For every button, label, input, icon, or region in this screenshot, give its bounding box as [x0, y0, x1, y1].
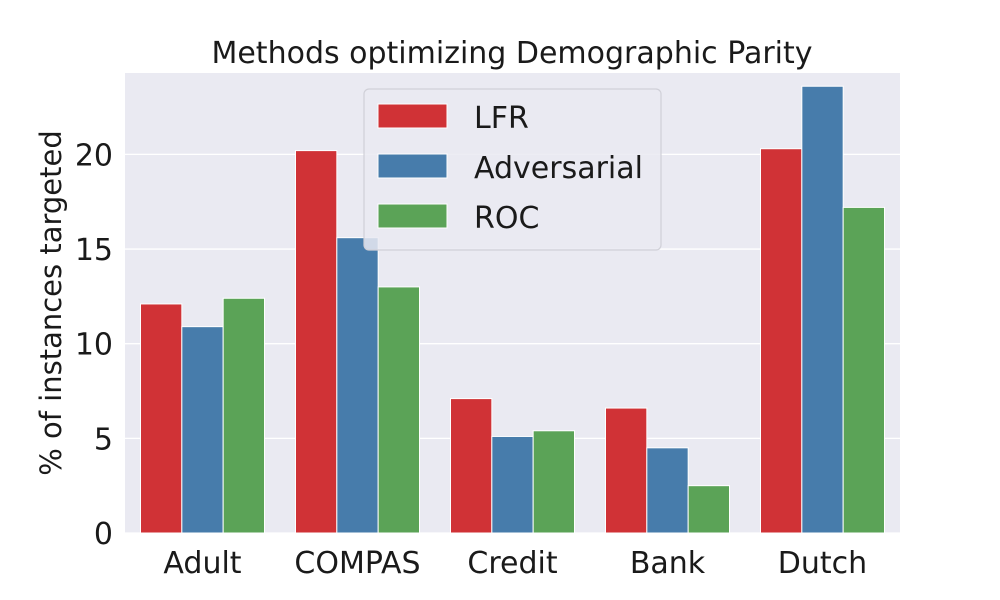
x-tick-label: Credit — [467, 546, 557, 581]
bar-roc-adult — [222, 297, 266, 534]
y-tick-label: 20 — [75, 138, 113, 173]
bar-adversarial-bank — [646, 447, 689, 534]
legend-label: Adversarial — [474, 151, 643, 186]
bar-adversarial-compas — [336, 237, 379, 534]
legend: LFR Adversarial ROC — [363, 88, 662, 251]
bar-lfr-credit — [450, 398, 493, 534]
bar-lfr-adult — [140, 303, 183, 534]
y-tick-label: 0 — [94, 517, 113, 552]
legend-label: LFR — [474, 101, 529, 136]
legend-swatch-lfr — [377, 103, 448, 129]
bar-roc-bank — [687, 485, 731, 534]
x-tick-label: COMPAS — [294, 546, 420, 581]
bar-lfr-compas — [295, 150, 338, 534]
x-tick-label: Adult — [163, 546, 241, 581]
bar-lfr-bank — [605, 407, 648, 534]
legend-swatch-adversarial — [377, 153, 448, 179]
bar-adversarial-adult — [181, 326, 224, 534]
bar-adversarial-dutch — [801, 85, 844, 534]
y-tick-label: 5 — [94, 422, 113, 457]
bar-roc-credit — [532, 430, 576, 534]
y-tick-label: 15 — [75, 233, 113, 268]
bar-roc-compas — [377, 286, 420, 534]
legend-label: ROC — [474, 201, 539, 236]
x-axis-ticks: Adult COMPAS Credit Bank Dutch — [163, 546, 867, 581]
chart-title: Methods optimizing Demographic Parity — [211, 36, 812, 71]
bar-roc-dutch — [842, 206, 886, 534]
x-tick-label: Bank — [630, 546, 706, 581]
bar-lfr-dutch — [760, 148, 803, 534]
y-axis-label: % of instances targeted — [34, 130, 68, 476]
bars — [140, 85, 886, 534]
x-tick-label: Dutch — [778, 546, 867, 581]
bar-adversarial-credit — [491, 435, 534, 534]
legend-swatch-roc — [377, 203, 448, 229]
y-tick-label: 10 — [75, 328, 113, 363]
y-axis-ticks: 0 5 10 15 20 — [75, 138, 113, 552]
